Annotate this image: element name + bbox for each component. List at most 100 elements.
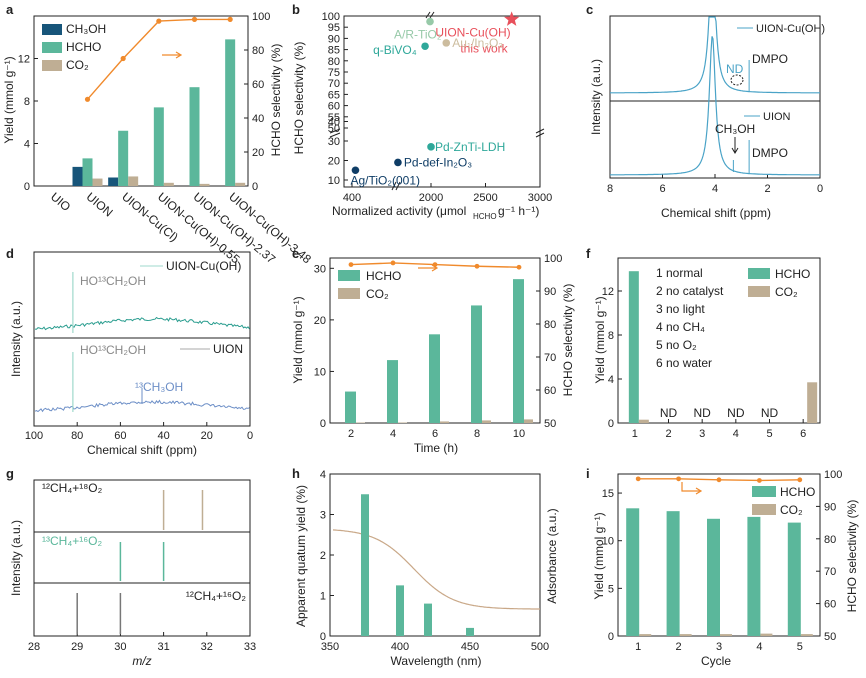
annotation-nd: ND [726, 62, 744, 76]
x-tick-label: 60 [114, 430, 126, 442]
plot-frame [33, 251, 251, 427]
x-tick-label: 29 [71, 641, 83, 653]
legend-label: UION [763, 111, 791, 123]
y-tick-label: 0 [320, 418, 326, 430]
y-tick-label: 40 [328, 117, 340, 129]
bar-co2 [760, 633, 773, 636]
y2-tick-label: 80 [544, 319, 556, 331]
selectivity-point [191, 16, 198, 22]
legend-label: CO₂ [780, 503, 803, 517]
point-label: Pd-ZnTi-LDH [435, 140, 505, 154]
x-tick-label: 2000 [419, 192, 443, 204]
x-tick-label: 2 [665, 428, 671, 440]
bar-co2 [639, 634, 652, 636]
y-tick-label: 10 [314, 366, 326, 378]
y-tick-label: 95 [328, 22, 340, 34]
y-tick-label: 2 [320, 550, 326, 562]
bar-aqy [424, 603, 432, 636]
scatter-point [351, 166, 360, 175]
bar-hcho [345, 391, 356, 423]
x-tick-label: 33 [244, 641, 256, 653]
bar-co2 [398, 422, 407, 423]
x-tick-label: 100 [25, 430, 43, 442]
legend-swatch [752, 504, 776, 515]
x-tick-label: 6 [800, 428, 806, 440]
y-tick-label: 3 [320, 510, 326, 522]
y2-axis-label: HCHO selectivity (%) [561, 284, 575, 397]
x-tick-label: 5 [797, 641, 803, 653]
axis-break-icon [535, 128, 545, 138]
scatter-point [426, 17, 434, 26]
x-tick-label: 3 [699, 428, 705, 440]
y-tick-label: 8 [24, 96, 30, 108]
selectivity-point [716, 477, 722, 483]
annotation-dmpo: DMPO [752, 146, 788, 160]
legend-label: CO₂ [366, 287, 389, 301]
panel-letter-b: b [292, 2, 300, 17]
x-axis-label-sub: HCHO [473, 212, 497, 221]
x-tick-label: 4 [756, 641, 762, 653]
y-tick-label: 60 [328, 101, 340, 113]
bar-hcho [626, 508, 640, 636]
x-tick-label: 0 [817, 183, 823, 195]
point-label: Au₁/In₂O₃ [452, 36, 503, 50]
axis-break-icon [425, 11, 435, 19]
y-tick-label: 70 [328, 78, 340, 90]
legend-label: CO₂ [775, 285, 798, 299]
arrow-down-icon [731, 137, 739, 154]
legend-swatch [748, 286, 770, 297]
bar-hcho [471, 305, 482, 423]
panel-letter-h: h [292, 466, 300, 481]
y2-tick-label: 80 [252, 45, 264, 57]
selectivity-point [797, 477, 803, 483]
bar-aqy [361, 494, 369, 636]
x-tick-label: 3000 [528, 192, 552, 204]
y2-tick-label: 50 [824, 631, 836, 643]
scatter-point [442, 39, 451, 47]
scatter-point [421, 42, 429, 51]
x-tick-label: 350 [321, 641, 339, 653]
selectivity-point [227, 16, 233, 22]
legend-label: CH₃OH [66, 22, 106, 36]
legend-swatch [42, 42, 62, 53]
condition-label: 2 no catalyst [656, 284, 724, 298]
bar-aqy [396, 585, 404, 636]
legend-label: HCHO [66, 40, 101, 54]
nd-circle [730, 74, 744, 86]
x-tick-label: 400 [343, 192, 361, 204]
y2-tick-label: 60 [824, 599, 836, 611]
x-tick-label: 2500 [473, 192, 497, 204]
nd-label: ND [693, 406, 711, 420]
bar-co2 [800, 634, 813, 636]
x-tick-label: 3 [716, 641, 722, 653]
bar-co2 [440, 421, 449, 423]
bar-hcho [787, 522, 801, 636]
y-axis-label: Intensity (a.u.) [9, 301, 23, 377]
y-tick-label: 90 [328, 33, 340, 45]
condition-label: 1 normal [656, 266, 703, 280]
legend-swatch [338, 288, 360, 299]
y-tick-label: 20 [328, 156, 340, 168]
y2-tick-label: 60 [252, 79, 264, 91]
x-tick-label: 450 [461, 641, 479, 653]
point-label: A/R-TiO₂ [394, 28, 442, 42]
bar-hcho [666, 511, 680, 636]
selectivity-point [156, 18, 162, 24]
y2-tick-label: 50 [544, 418, 556, 430]
bar-co2 [807, 382, 818, 423]
legend-swatch [42, 60, 62, 71]
y-tick-label: 1 [320, 591, 326, 603]
x-tick-label: 500 [531, 641, 549, 653]
x-tick-label: 8 [607, 183, 613, 195]
nd-label: ND [761, 406, 779, 420]
x-axis-label: m/z [132, 654, 151, 668]
y-axis-label: Yield (mmol g⁻¹) [2, 56, 16, 143]
bar-hcho [153, 107, 164, 186]
y-axis-label: Intensity (a.u.) [9, 520, 23, 596]
bar-hcho [513, 279, 524, 423]
x-axis-label: Wavelength (nm) [391, 654, 482, 668]
y-axis-label: HCHO selectivity (%) [292, 42, 306, 155]
legend-label: CO₂ [66, 58, 89, 72]
bar-co2 [356, 422, 365, 423]
bar-ch3oh [72, 166, 83, 186]
